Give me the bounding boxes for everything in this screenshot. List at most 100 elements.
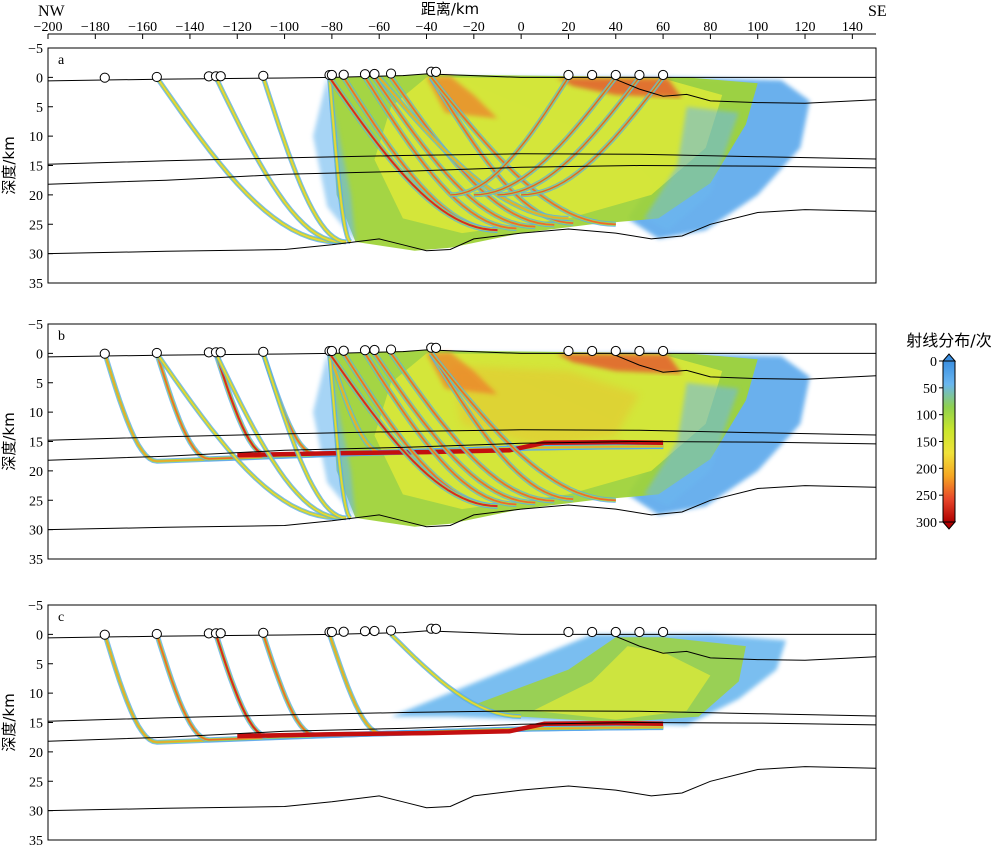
station-marker bbox=[587, 69, 598, 81]
colorbar-tick-label: 150 bbox=[916, 436, 937, 451]
station-marker bbox=[385, 344, 397, 355]
depth-axis-label: 深度/km bbox=[0, 136, 18, 194]
colorbar-tick-label: 200 bbox=[916, 462, 937, 477]
distance-tick-label: 140 bbox=[842, 20, 863, 35]
distance-tick-label: 60 bbox=[656, 20, 670, 35]
station-marker bbox=[258, 346, 269, 357]
ray-paths bbox=[102, 351, 664, 521]
station-marker bbox=[657, 345, 669, 357]
station-marker bbox=[99, 72, 110, 83]
distance-tick-label: 120 bbox=[795, 20, 816, 35]
interface-line bbox=[48, 164, 876, 185]
station-marker bbox=[338, 69, 349, 80]
ray-density-map bbox=[48, 342, 876, 531]
interface-line bbox=[48, 209, 876, 255]
interface-line bbox=[48, 349, 876, 358]
colorbar-title: 射线分布/次 bbox=[906, 331, 991, 350]
depth-tick-label: 5 bbox=[36, 377, 43, 392]
distance-axis-title: 距离/km bbox=[421, 0, 479, 18]
ray-density-map bbox=[48, 623, 876, 812]
interface-line bbox=[610, 76, 876, 104]
station-marker bbox=[99, 348, 110, 359]
station-marker bbox=[359, 345, 371, 356]
depth-tick-label: 30 bbox=[29, 524, 43, 539]
station-marker bbox=[369, 344, 380, 356]
station-marker bbox=[430, 342, 442, 353]
colorbar-tick-label: 300 bbox=[916, 516, 937, 531]
station-marker bbox=[359, 69, 371, 80]
depth-axis-label: 深度/km bbox=[0, 412, 18, 470]
station-marker bbox=[151, 71, 162, 83]
station-marker bbox=[563, 626, 574, 638]
station-marker bbox=[657, 626, 669, 638]
station-marker bbox=[369, 625, 380, 637]
interface-line bbox=[48, 766, 876, 812]
panels: −5 0 5 10 15 20 25 30 35 深度/km a −5 0 5 10 15 20 25 30 35 深度… bbox=[0, 42, 877, 848]
station-marker bbox=[151, 628, 162, 640]
depth-tick-label: 35 bbox=[29, 553, 43, 568]
distance-tick-label: −160 bbox=[128, 20, 157, 35]
station-marker bbox=[385, 68, 397, 79]
station-marker bbox=[634, 626, 645, 638]
distance-tick-label: 100 bbox=[747, 20, 768, 35]
station-marker bbox=[385, 625, 397, 636]
station-marker bbox=[610, 345, 621, 357]
distance-tick-label: 20 bbox=[561, 20, 575, 35]
interface-line bbox=[48, 630, 876, 639]
station-marker bbox=[430, 623, 442, 634]
interface-line bbox=[48, 710, 876, 722]
station-marker bbox=[258, 627, 269, 638]
distance-tick-label: −200 bbox=[34, 20, 63, 35]
station-marker bbox=[563, 345, 574, 357]
stations bbox=[99, 66, 669, 83]
interface-line bbox=[610, 352, 876, 380]
se-direction-label: SE bbox=[868, 3, 887, 20]
station-marker bbox=[634, 345, 645, 357]
depth-tick-label: 5 bbox=[36, 101, 43, 116]
distance-tick-label: 40 bbox=[609, 20, 623, 35]
stations bbox=[99, 623, 669, 640]
depth-tick-label: 15 bbox=[29, 717, 43, 732]
stations bbox=[99, 342, 669, 359]
station-marker bbox=[215, 71, 226, 82]
interface-line bbox=[48, 429, 876, 441]
station-marker bbox=[587, 626, 598, 638]
depth-tick-label: 30 bbox=[29, 248, 43, 263]
depth-tick-label: 10 bbox=[29, 130, 43, 145]
distance-tick-label: −180 bbox=[81, 20, 110, 35]
interface-line bbox=[48, 440, 876, 461]
depth-tick-label: 0 bbox=[36, 628, 43, 643]
distance-tick-label: −20 bbox=[463, 20, 485, 35]
depth-tick-label: 10 bbox=[29, 406, 43, 421]
colorbar-bottom-cap bbox=[941, 521, 957, 530]
station-marker bbox=[215, 347, 226, 358]
colorbar-tick-label: 0 bbox=[930, 355, 937, 370]
colorbar-tick-label: 250 bbox=[916, 489, 937, 504]
interfaces bbox=[48, 630, 876, 812]
station-marker bbox=[258, 70, 269, 81]
depth-tick-label: 35 bbox=[29, 834, 43, 848]
interface-line bbox=[48, 721, 876, 742]
station-marker bbox=[326, 69, 337, 81]
station-marker bbox=[610, 69, 621, 81]
ray-paths bbox=[102, 632, 664, 745]
station-marker bbox=[359, 626, 371, 637]
ray-density-map bbox=[48, 66, 876, 255]
depth-tick-label: 35 bbox=[29, 277, 43, 292]
station-marker bbox=[657, 69, 669, 81]
depth-tick-label: −5 bbox=[28, 42, 43, 57]
distance-tick-label: −40 bbox=[416, 20, 438, 35]
station-marker bbox=[338, 626, 349, 637]
distance-axis: −200 −180 −160 −140 −120 −100 −80 −60 −40 −20 0 20 4… bbox=[34, 20, 876, 39]
interfaces bbox=[48, 73, 876, 255]
station-marker bbox=[338, 345, 349, 356]
depth-tick-label: 25 bbox=[29, 775, 43, 790]
colorbar: 射线分布/次 0 50 100 150 200 250 300 bbox=[906, 331, 991, 531]
interface-line bbox=[48, 485, 876, 531]
station-marker bbox=[326, 345, 337, 357]
station-marker bbox=[151, 347, 162, 359]
distance-tick-label: 80 bbox=[703, 20, 717, 35]
depth-tick-label: 20 bbox=[29, 746, 43, 761]
depth-tick-label: 30 bbox=[29, 805, 43, 820]
